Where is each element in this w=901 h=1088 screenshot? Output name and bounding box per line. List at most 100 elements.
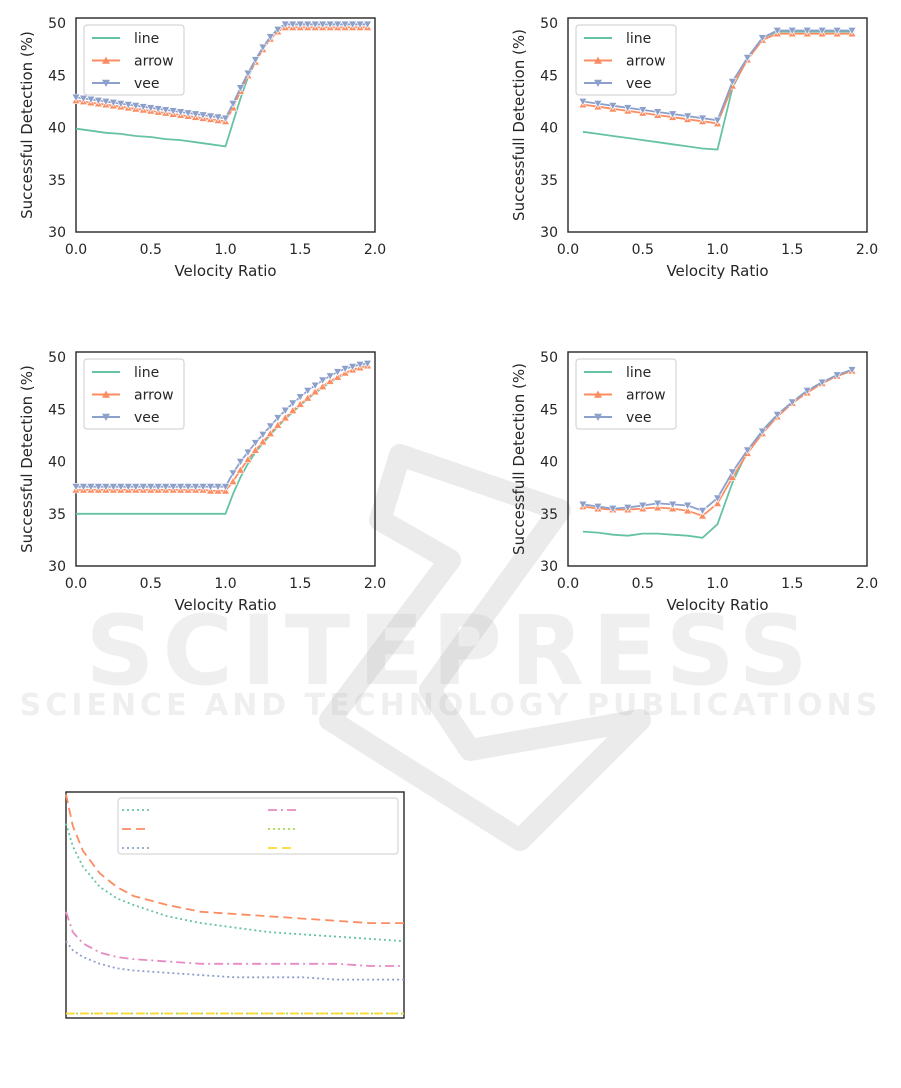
x-tick-label: 0.5	[632, 242, 654, 258]
data-point-vee	[108, 483, 118, 492]
data-point-arrow	[333, 372, 343, 381]
legend-label-line: line	[626, 31, 651, 47]
data-point-vee	[161, 483, 171, 492]
y-tick-label: 50	[540, 16, 558, 32]
data-point-vee	[198, 483, 208, 492]
data-point-vee	[303, 387, 313, 396]
data-point-vee	[243, 448, 253, 457]
data-point-vee	[325, 20, 335, 29]
data-point-vee	[265, 422, 275, 431]
data-point-vee	[280, 406, 290, 416]
data-point-vee	[93, 483, 103, 492]
legend-label-vee: vee	[626, 76, 652, 92]
chart-5	[65, 791, 405, 1019]
x-tick-label: 0.0	[557, 242, 579, 258]
data-point-vee	[220, 114, 231, 123]
x-tick-label: 0.0	[65, 576, 87, 592]
data-point-arrow	[310, 387, 320, 396]
legend-marker-arrow	[102, 390, 110, 398]
data-point-vee	[668, 500, 678, 510]
data-point-vee	[183, 109, 193, 118]
data-point-vee	[86, 483, 96, 492]
data-point-vee	[787, 398, 797, 407]
data-point-vee	[712, 494, 723, 503]
data-point-vee	[93, 96, 103, 106]
data-point-vee	[340, 365, 350, 374]
data-point-vee	[131, 102, 141, 111]
data-point-vee	[772, 27, 782, 36]
data-point-vee	[78, 483, 88, 492]
chart-3: 0.0 0.5 1.0 1.5 2.0 30 35 40 45 50 Velocity Ratio S…	[18, 350, 386, 614]
data-point-vee	[310, 20, 320, 29]
y-tick-label: 30	[540, 559, 558, 575]
series-line-s3	[65, 940, 404, 981]
y-tick-label: 30	[540, 225, 558, 241]
y-tick-label: 30	[48, 559, 66, 575]
data-point-vee	[318, 20, 328, 29]
legend-marker-vee	[102, 413, 110, 421]
data-point-vee	[265, 33, 275, 42]
data-point-vee	[153, 105, 163, 114]
plot-frame	[567, 351, 868, 567]
data-point-vee	[832, 27, 842, 36]
y-tick-label: 30	[48, 225, 66, 241]
data-point-vee	[250, 439, 260, 448]
data-point-arrow	[318, 381, 328, 390]
y-tick-label: 40	[48, 121, 66, 137]
data-point-vee	[228, 100, 238, 109]
data-point-vee	[653, 108, 663, 117]
legend-label-arrow: arrow	[626, 388, 666, 404]
x-axis-label: Velocity Ratio	[666, 596, 768, 614]
x-tick-label: 2.0	[364, 576, 386, 592]
legend	[83, 24, 185, 96]
legend	[575, 24, 677, 96]
chart-2: 0.0 0.5 1.0 1.5 2.0 30 35 40 45 50 Velocity Ratio S…	[510, 16, 878, 280]
data-point-vee	[146, 483, 156, 492]
legend-label-arrow: arrow	[134, 54, 174, 70]
y-tick-label: 45	[48, 68, 66, 84]
data-point-vee	[288, 399, 298, 408]
y-tick-label: 40	[48, 455, 66, 471]
data-point-vee	[348, 363, 358, 372]
data-point-vee	[310, 381, 320, 391]
y-axis-label: Successfull Detection (%)	[510, 363, 528, 555]
data-point-vee	[623, 504, 633, 513]
x-tick-label: 1.0	[214, 576, 236, 592]
data-point-arrow	[280, 413, 290, 422]
data-point-vee	[333, 368, 343, 377]
data-point-vee	[206, 112, 216, 121]
legend-marker-vee	[102, 79, 110, 87]
x-tick-label: 0.5	[140, 242, 162, 258]
y-axis-label: Successful Detection (%)	[18, 365, 36, 553]
data-point-arrow	[258, 437, 268, 446]
data-point-vee	[176, 108, 186, 117]
data-point-vee	[593, 502, 603, 512]
data-point-vee	[258, 43, 268, 52]
legend	[575, 358, 677, 430]
y-tick-label: 50	[540, 350, 558, 366]
y-tick-label: 40	[540, 455, 558, 471]
data-point-arrow	[288, 405, 298, 414]
charts-root: 0.0 0.5 1.0 1.5 2.0 30 35 40 45 50 Velocity Ratio S…	[18, 16, 878, 1019]
data-point-vee	[258, 430, 268, 440]
data-point-vee	[742, 446, 752, 455]
data-point-vee	[668, 110, 678, 119]
x-tick-label: 0.0	[557, 576, 579, 592]
x-tick-label: 0.5	[632, 576, 654, 592]
legend-label-line: line	[626, 365, 651, 381]
data-point-vee	[355, 361, 365, 370]
legend-marker-arrow	[594, 390, 602, 398]
series-line-s4	[65, 911, 404, 967]
data-point-vee	[698, 507, 708, 516]
data-point-vee	[235, 84, 245, 93]
y-tick-label: 35	[48, 507, 66, 523]
data-point-vee	[802, 387, 812, 396]
data-point-vee	[280, 20, 290, 29]
data-point-arrow	[228, 476, 238, 485]
x-tick-label: 1.5	[781, 242, 803, 258]
legend-marker-vee	[594, 413, 602, 421]
data-point-arrow	[235, 465, 245, 474]
data-point-vee	[757, 427, 767, 436]
legend-label-line: line	[134, 365, 159, 381]
data-point-vee	[295, 20, 305, 29]
